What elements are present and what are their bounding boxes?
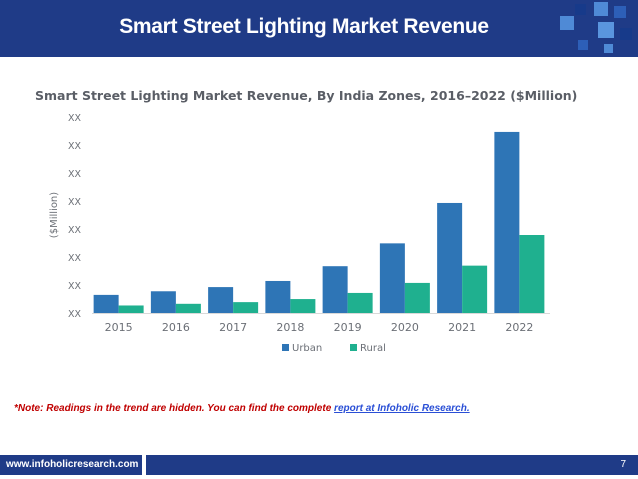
decorative-square	[604, 44, 613, 53]
x-tick-label: 2016	[162, 321, 190, 334]
y-tick-label: XX	[68, 141, 82, 152]
footer-url[interactable]: www.infoholicresearch.com	[6, 459, 139, 470]
decorative-square	[620, 28, 632, 40]
footer-url-bar	[0, 455, 142, 475]
bar-urban-2021	[437, 202, 463, 313]
bar-rural-2018	[290, 299, 316, 313]
bar-rural-2015	[118, 305, 144, 313]
bar-urban-2015	[93, 294, 119, 313]
y-tick-label: XX	[68, 225, 82, 236]
bar-urban-2022	[494, 131, 520, 313]
decorative-square	[575, 4, 586, 15]
bar-rural-2020	[404, 282, 430, 313]
x-tick-label: 2015	[105, 321, 133, 334]
report-link[interactable]: report at Infoholic Research.	[334, 403, 470, 414]
bar-rural-2022	[519, 235, 545, 313]
bar-urban-2019	[322, 266, 348, 313]
decorative-square	[594, 2, 608, 16]
legend-label-urban: Urban	[292, 343, 322, 354]
x-tick-label: 2019	[334, 321, 362, 334]
bar-urban-2018	[265, 280, 291, 313]
decorative-square	[614, 6, 626, 18]
footer-bar	[146, 455, 638, 475]
legend-swatch-rural	[350, 344, 357, 351]
y-tick-label: XX	[68, 169, 82, 180]
bar-rural-2019	[347, 292, 373, 313]
chart-title: Smart Street Lighting Market Revenue, By…	[35, 88, 578, 103]
bar-rural-2017	[233, 302, 259, 313]
bar-rural-2016	[175, 303, 201, 313]
header-bar	[0, 0, 638, 57]
legend-swatch-urban	[282, 344, 289, 351]
note-message: *Note: Readings in the trend are hidden.…	[14, 403, 335, 414]
x-tick-label: 2022	[505, 321, 533, 334]
y-tick-label: XX	[68, 113, 82, 124]
y-tick-label: XX	[68, 253, 82, 264]
bar-rural-2021	[462, 265, 488, 313]
slide-title: Smart Street Lighting Market Revenue	[119, 15, 489, 38]
y-tick-label: XX	[68, 309, 82, 320]
x-tick-label: 2021	[448, 321, 476, 334]
note-text: *Note: Readings in the trend are hidden.…	[14, 403, 614, 414]
page-number: 7	[620, 459, 626, 470]
decorative-square	[598, 22, 614, 38]
x-tick-label: 2017	[219, 321, 247, 334]
bar-urban-2016	[150, 291, 176, 313]
bar-urban-2020	[379, 243, 405, 313]
x-tick-label: 2018	[276, 321, 304, 334]
decorative-square	[560, 16, 574, 30]
y-tick-label: XX	[68, 197, 82, 208]
decorative-square	[578, 40, 588, 50]
bar-urban-2017	[208, 287, 234, 313]
x-tick-label: 2020	[391, 321, 419, 334]
legend-label-rural: Rural	[360, 343, 386, 354]
bar-chart: XX XX XX XX XX XX XX XX 2015 2016 2017 2018 2019 202…	[49, 113, 550, 354]
y-axis-label: ($Million)	[49, 192, 60, 238]
y-tick-label: XX	[68, 281, 82, 292]
